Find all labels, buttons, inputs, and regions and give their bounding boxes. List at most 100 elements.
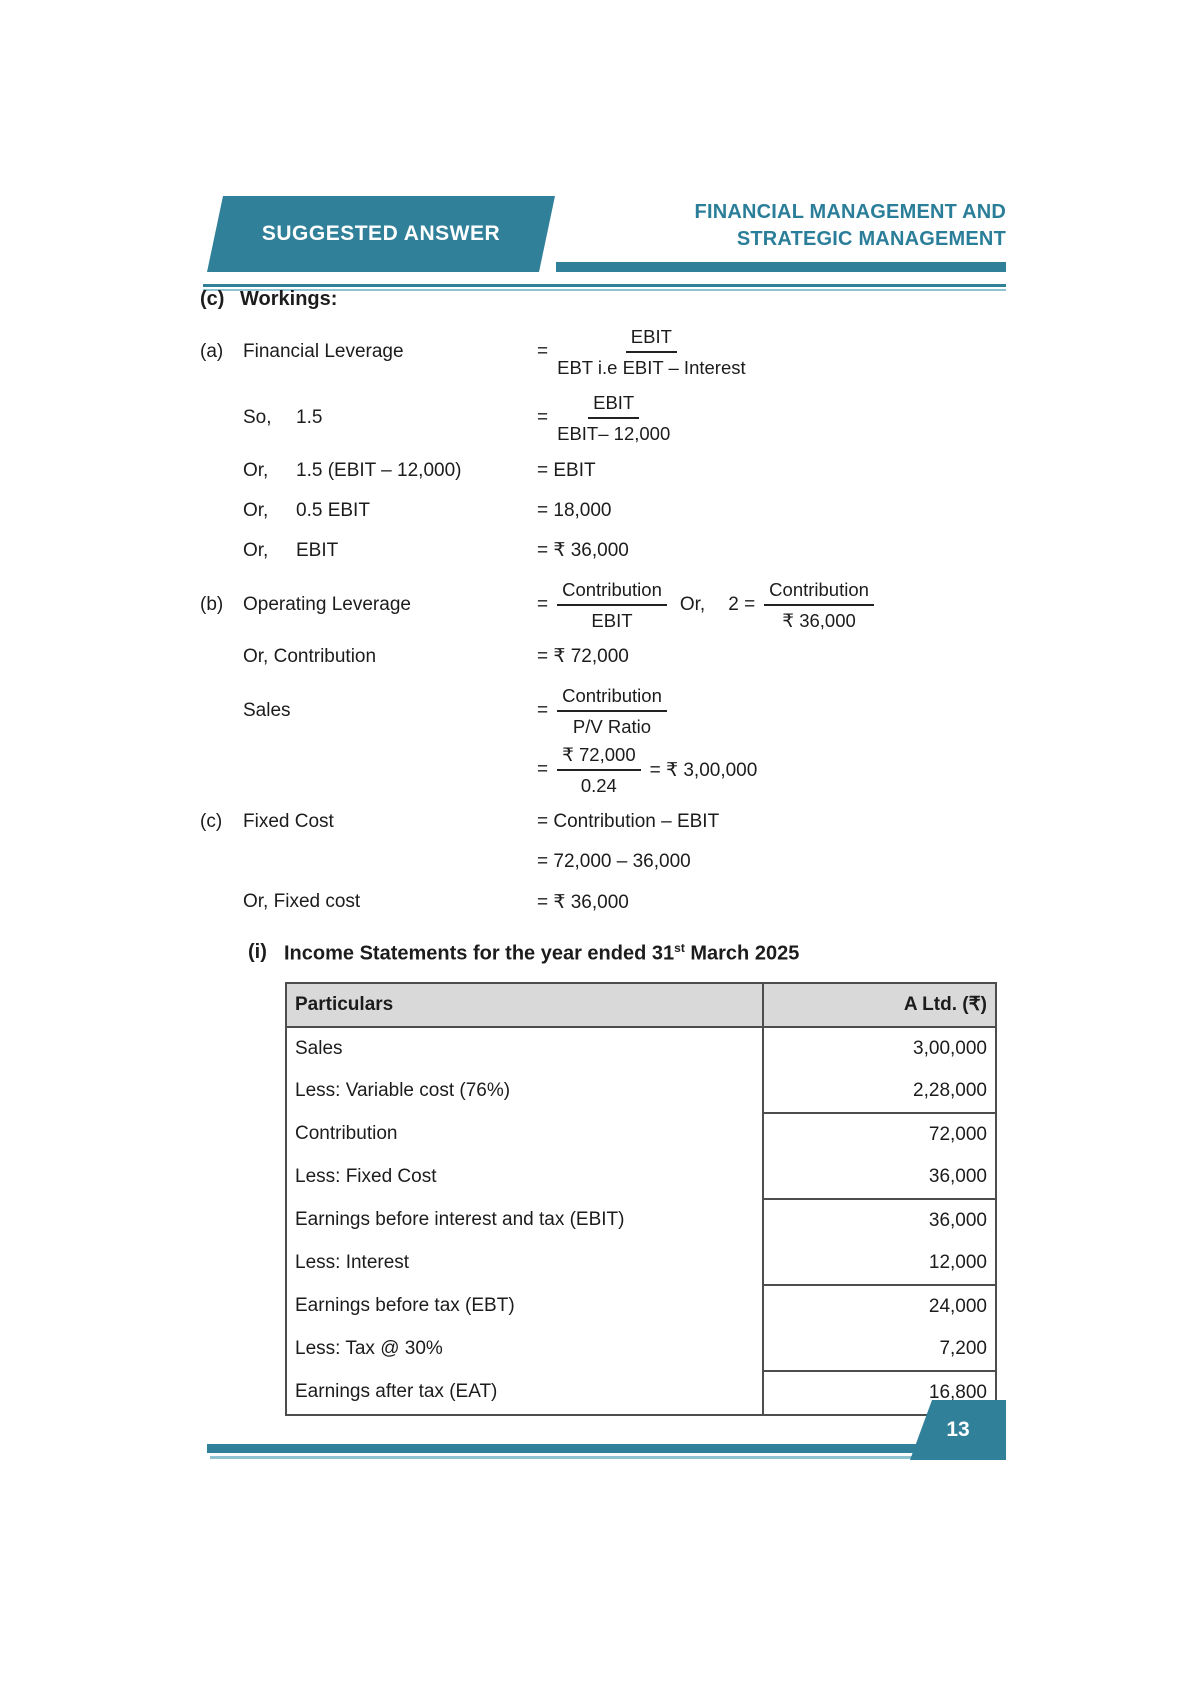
amount-cell: 3,00,000 — [762, 1026, 996, 1070]
lhs-value: 2 = — [728, 593, 756, 615]
workings-heading: (c) Workings: — [200, 288, 1010, 311]
lhs-value: Or, Fixed cost — [243, 891, 361, 913]
amount-cell: 24,000 — [762, 1284, 996, 1328]
header-rule-dark — [203, 284, 1006, 287]
chapter-title-line2: STRATEGIC MANAGEMENT — [736, 228, 1006, 250]
fraction: EBIT EBT i.e EBIT – Interest — [557, 325, 746, 379]
suggested-answer-banner: SUGGESTED ANSWER — [207, 196, 555, 272]
amount-header: A Ltd. (₹) — [762, 982, 996, 1028]
formula-contribution: Or, Contribution = ₹ 72,000 — [200, 644, 1010, 670]
connector-word: Or, — [243, 499, 269, 521]
fraction-denominator: P/V Ratio — [572, 715, 652, 737]
fraction: EBIT EBIT– 12,000 — [557, 391, 670, 445]
formula-label: Sales — [243, 699, 291, 721]
formula-so: So, 1.5 = EBIT EBIT– 12,000 — [200, 391, 1010, 445]
ordinal-suffix: st — [674, 941, 685, 956]
particulars-header: Particulars — [286, 982, 763, 1028]
equals-sign: = — [537, 407, 549, 429]
particulars-cell: Sales — [295, 1037, 343, 1059]
connector-word: Or, — [243, 459, 269, 481]
lhs-value: Or, Contribution — [243, 645, 377, 667]
fraction: ₹ 72,000 0.24 — [557, 743, 641, 797]
fraction: Contribution ₹ 36,000 — [764, 578, 874, 632]
formula-fixed-cost-result: Or, Fixed cost = ₹ 36,000 — [200, 889, 1010, 915]
particulars-cell: Earnings before tax (EBT) — [295, 1295, 515, 1317]
equals-sign: = — [537, 341, 549, 363]
particulars-cell: Earnings after tax (EAT) — [295, 1381, 498, 1403]
formula-or-3: Or, EBIT = ₹ 36,000 — [200, 538, 1010, 564]
income-table-body: Sales 3,00,000 Less: Variable cost (76%) 2,… — [286, 1026, 996, 1415]
fraction-numerator: EBIT — [625, 325, 677, 354]
equals-sign: = — [537, 699, 549, 721]
formula-or-2: Or, 0.5 EBIT = 18,000 — [200, 498, 1010, 524]
fraction-numerator: EBIT — [588, 391, 640, 420]
formula-sales-result: = ₹ 72,000 0.24 = ₹ 3,00,000 — [200, 743, 1010, 797]
particulars-cell: Less: Tax @ 30% — [295, 1338, 443, 1360]
formula-or-1: Or, 1.5 (EBIT – 12,000) = EBIT — [200, 458, 1010, 484]
fraction-numerator: ₹ 72,000 — [557, 743, 641, 772]
fraction-denominator: EBIT– 12,000 — [557, 423, 671, 445]
income-statement-heading: (i) Income Statements for the year ended… — [200, 941, 1010, 966]
formula-sales: Sales = Contribution P/V Ratio — [200, 684, 1010, 738]
rhs-value: = ₹ 36,000 — [537, 891, 629, 913]
equals-sign: = — [537, 593, 549, 615]
fraction: Contribution P/V Ratio — [557, 684, 667, 738]
table-row: Earnings before tax (EBT) 24,000 — [286, 1284, 996, 1328]
item-marker: (a) — [200, 341, 224, 363]
income-statement-heading-text: Income Statements for the year ended 31s… — [284, 941, 800, 965]
formula-fixed-cost-calc: = 72,000 – 36,000 — [200, 849, 1010, 875]
answer-body: (c) Workings: (a) Financial Leverage = E… — [200, 288, 1010, 1416]
amount-cell: 36,000 — [762, 1198, 996, 1242]
amount-cell: 7,200 — [762, 1327, 996, 1372]
rhs-value: = ₹ 3,00,000 — [649, 759, 758, 781]
header-rule-light — [203, 289, 1006, 291]
amount-cell: 2,28,000 — [762, 1069, 996, 1114]
lhs-value: 1.5 — [296, 407, 323, 429]
connector-word: Or, — [243, 539, 269, 561]
table-row: Sales 3,00,000 — [286, 1026, 996, 1070]
item-marker: (b) — [200, 593, 224, 615]
table-row: Contribution 72,000 — [286, 1112, 996, 1156]
rhs-value: = ₹ 72,000 — [537, 646, 629, 668]
workings-heading-text: Workings: — [240, 288, 338, 310]
lhs-value: EBIT — [296, 539, 339, 561]
table-row: Less: Tax @ 30% 7,200 — [286, 1327, 996, 1372]
formula-financial-leverage: (a) Financial Leverage = EBIT EBT i.e EB… — [200, 325, 1010, 379]
amount-cell: 72,000 — [762, 1112, 996, 1156]
table-row: Less: Interest 12,000 — [286, 1241, 996, 1286]
rhs-value: = EBIT — [537, 459, 596, 481]
amount-cell: 36,000 — [762, 1155, 996, 1200]
fraction-denominator: EBT i.e EBIT – Interest — [557, 357, 746, 379]
fraction: Contribution EBIT — [557, 578, 667, 632]
particulars-cell: Contribution — [295, 1123, 398, 1145]
connector-word: So, — [243, 407, 272, 429]
table-row: Earnings before interest and tax (EBIT) 3… — [286, 1198, 996, 1242]
connector-word: Or, — [679, 593, 706, 615]
income-statement-table: Particulars A Ltd. (₹) Sales 3,00,000 Less… — [285, 981, 997, 1416]
fraction-numerator: Contribution — [764, 578, 874, 606]
formula-operating-leverage: (b) Operating Leverage = Contribution EB… — [200, 578, 1010, 632]
item-marker: (c) — [200, 811, 223, 833]
formula-label: Financial Leverage — [243, 341, 404, 363]
fraction-numerator: Contribution — [557, 578, 667, 606]
formula-label: Operating Leverage — [243, 593, 411, 615]
workings-marker: (c) — [200, 288, 225, 310]
fraction-denominator: 0.24 — [580, 775, 617, 797]
rhs-value: = 72,000 – 36,000 — [537, 851, 691, 873]
particulars-cell: Earnings before interest and tax (EBIT) — [295, 1209, 625, 1231]
equals-sign: = — [537, 759, 549, 781]
formula-label: Fixed Cost — [243, 811, 334, 833]
page-number: 13 — [946, 1418, 970, 1441]
chapter-title: FINANCIAL MANAGEMENT AND STRATEGIC MANAG… — [695, 199, 1006, 253]
particulars-cell: Less: Fixed Cost — [295, 1166, 437, 1188]
particulars-cell: Less: Interest — [295, 1252, 410, 1274]
table-header-row: Particulars A Ltd. (₹) — [286, 982, 996, 1028]
rhs-value: = ₹ 36,000 — [537, 540, 629, 561]
formula-fixed-cost: (c) Fixed Cost = Contribution – EBIT — [200, 809, 1010, 835]
amount-cell: 12,000 — [762, 1241, 996, 1286]
footer-bar-light — [210, 1456, 959, 1459]
particulars-cell: Less: Variable cost (76%) — [295, 1080, 511, 1102]
table-row: Less: Variable cost (76%) 2,28,000 — [286, 1069, 996, 1114]
fraction-numerator: Contribution — [557, 684, 667, 712]
banner-label: SUGGESTED ANSWER — [261, 222, 501, 245]
